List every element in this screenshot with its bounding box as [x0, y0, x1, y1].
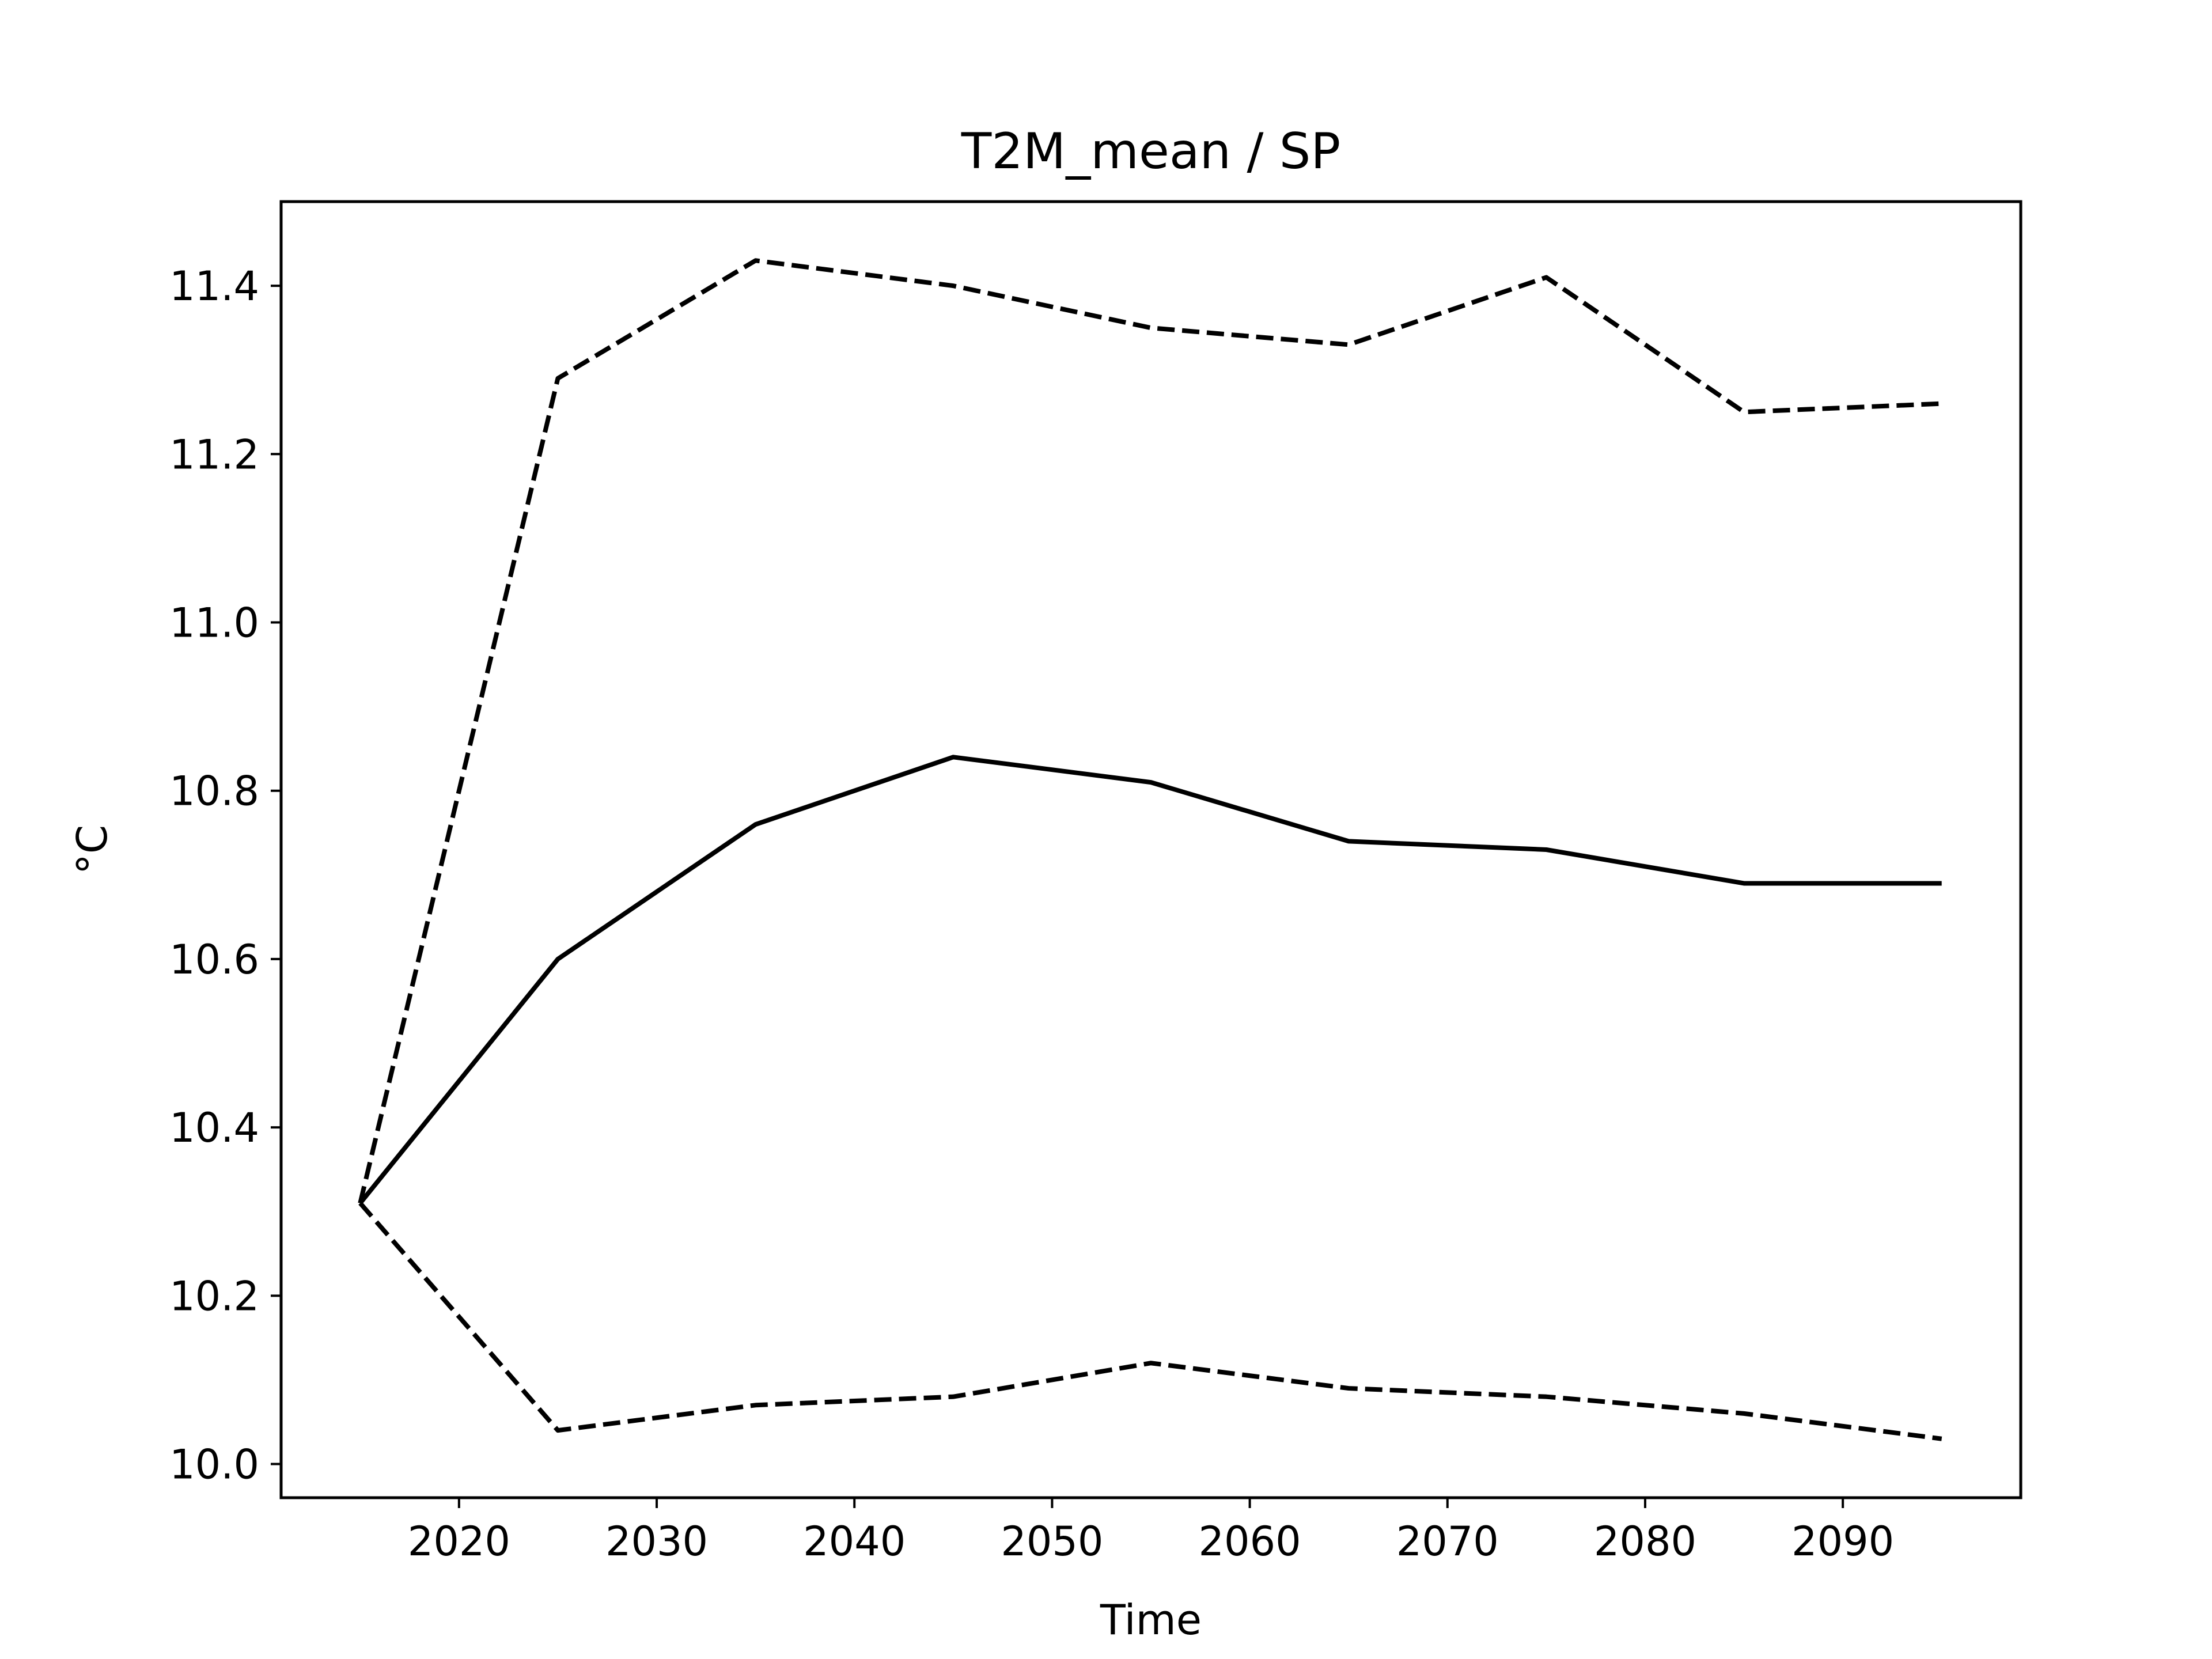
plot-area-frame: [279, 200, 2022, 1499]
series-line-mean: [358, 755, 1942, 1205]
y-tick-label: 10.2: [169, 1272, 259, 1320]
series-line-lower: [358, 1202, 1942, 1441]
x-axis: 2020 2030 2040 2050 2060 2070 2080 2090: [408, 1498, 1894, 1565]
y-tick-label: 10.4: [169, 1104, 259, 1152]
x-tick-label: 2040: [803, 1518, 906, 1565]
x-tick-label: 2060: [1199, 1518, 1301, 1565]
y-axis-label: °C: [68, 825, 116, 874]
y-tick-label: 11.2: [169, 431, 259, 478]
y-tick-label: 10.8: [169, 768, 259, 815]
x-tick-label: 2070: [1396, 1518, 1499, 1565]
x-tick-label: 2090: [1791, 1518, 1894, 1565]
y-tick-label: 11.0: [169, 600, 259, 647]
x-tick-label: 2020: [408, 1518, 510, 1565]
y-tick-label: 10.0: [169, 1441, 259, 1488]
x-axis-label: Time: [1100, 1596, 1202, 1644]
series-line-upper: [358, 258, 1942, 1204]
series-lines: [358, 258, 1942, 1441]
y-axis: 10.0 10.2 10.4 10.6 10.8 11.0 11.2 11.4: [169, 263, 281, 1488]
chart-title: T2M_mean / SP: [961, 123, 1340, 180]
x-tick-label: 2050: [1001, 1518, 1103, 1565]
x-tick-label: 2030: [605, 1518, 708, 1565]
x-tick-label: 2080: [1594, 1518, 1696, 1565]
y-tick-label: 10.6: [169, 936, 259, 983]
y-tick-label: 11.4: [169, 263, 259, 310]
